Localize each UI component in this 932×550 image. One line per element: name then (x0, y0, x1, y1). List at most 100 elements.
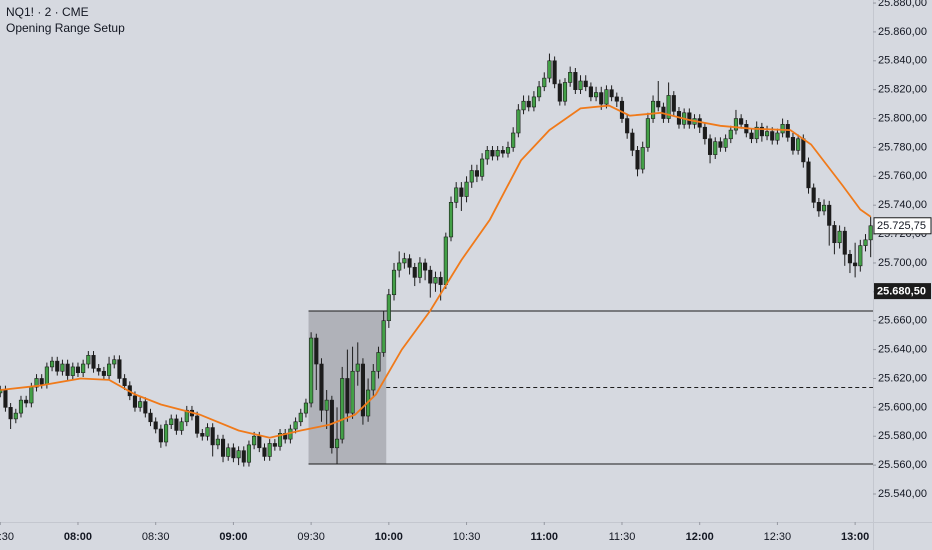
candle-body (521, 100, 526, 111)
y-tick-label: 25.600,00 (878, 401, 927, 413)
candle-body (775, 132, 780, 141)
candle-body (511, 132, 516, 148)
candle-body (702, 126, 707, 140)
candle-body (728, 129, 733, 140)
candle-body (827, 204, 832, 226)
x-tick-label: 13:00 (841, 531, 869, 543)
candle-body (143, 401, 148, 414)
candle-body (739, 118, 744, 125)
y-tick-label: 25.860,00 (878, 26, 927, 38)
candle-body (863, 239, 868, 246)
candle-body (495, 150, 500, 157)
candle-body (713, 141, 718, 155)
candle-body (334, 438, 340, 449)
x-tick-label: 10:00 (375, 531, 403, 543)
candle-body (350, 370, 355, 414)
candle-body (438, 277, 443, 285)
candle-body (174, 418, 179, 431)
candle-body (65, 363, 70, 376)
plot-area (0, 53, 873, 467)
candle-body (832, 225, 837, 244)
y-tick-label: 25.760,00 (878, 170, 927, 182)
chart-title: NQ1! · 2 · CME (6, 5, 89, 19)
y-tick-label: 25.620,00 (878, 372, 927, 384)
candle-body (500, 150, 505, 154)
candle-body (687, 112, 692, 125)
marker-price-badge (874, 283, 931, 300)
candle-body (480, 158, 485, 177)
candle-body (18, 399, 24, 414)
candle-body (526, 100, 531, 108)
candle-body (796, 138, 801, 151)
candle-body (252, 435, 257, 446)
candle-body (821, 204, 827, 212)
last-price-badge (873, 217, 932, 235)
candle-body (340, 378, 345, 440)
candle-body (806, 161, 811, 189)
candle-body (60, 363, 65, 372)
candle-body (749, 132, 754, 140)
candle-body (433, 277, 438, 284)
candle-body (138, 401, 143, 408)
candle-body (868, 225, 873, 241)
candle-body (231, 447, 236, 459)
x-tick-label: 11:00 (530, 531, 558, 543)
candle-body (195, 415, 200, 434)
candle-body (604, 89, 609, 105)
y-tick-label: 25.640,00 (878, 343, 927, 355)
candle-body (319, 363, 324, 411)
candle-body (790, 137, 796, 151)
candle-body (391, 269, 397, 296)
candle-body (733, 118, 739, 131)
x-tick-label: 07:30 (0, 531, 14, 543)
candle-body (96, 368, 101, 372)
candle-body (39, 378, 44, 385)
candle-body (770, 131, 775, 141)
candle-body (13, 412, 18, 420)
candle-body (516, 109, 521, 134)
chart-subtitle: Opening Range Setup (6, 21, 125, 35)
candle-body (179, 421, 184, 431)
candle-body (588, 86, 593, 98)
candle-body (34, 378, 39, 388)
candle-body (309, 337, 314, 404)
candle-body (573, 72, 578, 90)
candle-body (8, 407, 13, 420)
candle-body (246, 444, 252, 463)
last-price-label: 25.725,75 (877, 220, 926, 232)
y-tick-label: 25.660,00 (878, 315, 927, 327)
candle-body (324, 399, 329, 411)
candle-body (112, 359, 117, 365)
candle-body (531, 96, 536, 108)
candle-body (0, 389, 3, 394)
candle-body (454, 187, 459, 203)
candle-body (552, 60, 557, 85)
candle-body (547, 60, 552, 79)
candle-body (858, 245, 863, 267)
candle-body (376, 352, 381, 372)
candle-body (220, 438, 226, 457)
candle-body (542, 77, 547, 88)
candle-body (490, 150, 495, 157)
candle-body (412, 266, 417, 278)
candle-body (594, 92, 599, 98)
x-tick-label: 09:30 (297, 531, 325, 543)
candle-body (29, 386, 34, 404)
candle-body (262, 447, 267, 457)
x-tick-label: 09:00 (219, 531, 247, 543)
candle-body (630, 132, 635, 151)
candle-body (469, 170, 474, 183)
candle-body (272, 443, 277, 447)
y-tick-label: 25.560,00 (878, 459, 927, 471)
candle-body (345, 378, 350, 414)
candle-body (811, 187, 816, 203)
candle-body (117, 359, 122, 379)
candle-body (801, 138, 806, 163)
candle-body (645, 118, 650, 148)
x-tick-label: 10:30 (453, 531, 481, 543)
candle-body (101, 370, 106, 376)
y-tick-label: 25.880,00 (878, 0, 927, 9)
candle-body (485, 150, 490, 160)
candle-body (200, 433, 205, 437)
